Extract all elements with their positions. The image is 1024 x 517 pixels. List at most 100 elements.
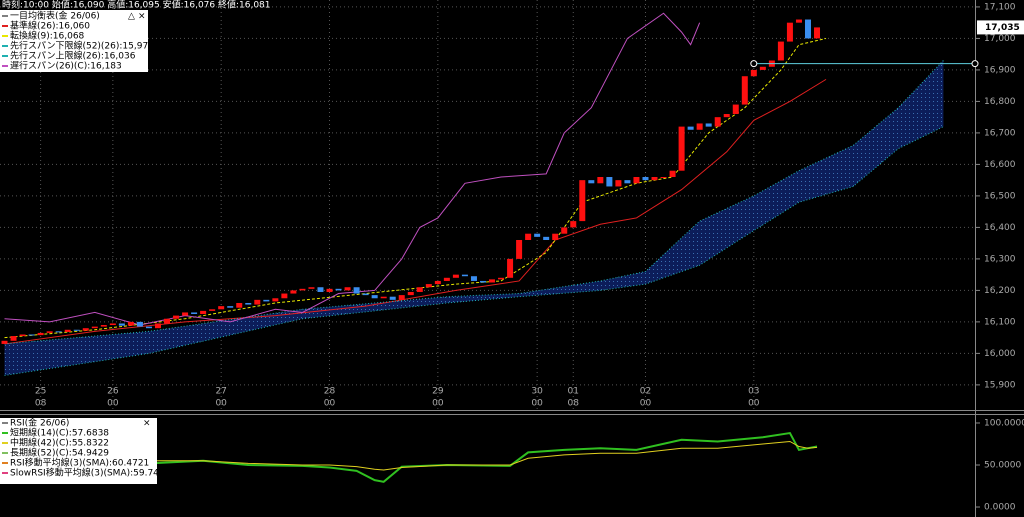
candle — [489, 279, 496, 283]
series-line — [148, 431, 818, 483]
legend-label: 長期線(52)(C):54.9429 — [10, 447, 109, 459]
candle — [344, 287, 351, 291]
candle — [389, 296, 396, 300]
candle — [173, 315, 180, 319]
candle — [579, 180, 586, 222]
candle — [308, 287, 315, 289]
candle — [507, 258, 514, 278]
candle — [46, 331, 53, 333]
collapse-icon[interactable]: △ — [128, 12, 135, 22]
x-tick-label: 30 — [531, 387, 543, 397]
candle — [100, 325, 107, 327]
candle — [281, 293, 288, 299]
candle — [624, 180, 631, 184]
candle — [732, 104, 739, 115]
candle — [272, 298, 279, 302]
x-tick-sublabel: 00 — [531, 399, 543, 409]
candle — [479, 280, 486, 283]
candle — [416, 287, 423, 292]
candle — [461, 274, 468, 277]
candle — [118, 323, 125, 326]
candle — [669, 170, 676, 178]
y-tick-label: 16,900 — [984, 65, 1016, 75]
candle — [588, 180, 595, 184]
legend-label: RSI移動平均線(3)(SMA):60.4721 — [10, 457, 149, 469]
candle — [290, 290, 297, 294]
candle — [263, 299, 270, 302]
candle — [10, 336, 17, 341]
candle — [777, 41, 784, 61]
candle — [299, 288, 306, 291]
candle — [82, 328, 89, 331]
candle — [741, 76, 748, 105]
x-tick-label: 28 — [324, 387, 336, 397]
candle — [804, 19, 811, 39]
y-tick-label: 17,100 — [984, 2, 1016, 12]
legend-title: 一目均衡表(金 26/06) — [10, 10, 100, 22]
candle — [1, 340, 8, 344]
y-tick-label: 16,300 — [984, 254, 1016, 264]
y-tick-label: 16,100 — [984, 317, 1016, 327]
candle — [73, 329, 80, 331]
series-line — [4, 37, 827, 339]
candle — [552, 233, 559, 240]
candle — [696, 123, 703, 130]
candle — [597, 177, 604, 184]
candle — [254, 299, 261, 305]
candle — [28, 334, 35, 336]
y-tick-label: 100.0000 — [984, 418, 1024, 428]
legend-title: RSI(金 26/06) — [10, 417, 69, 429]
cloud — [4, 60, 944, 376]
candle — [209, 309, 216, 311]
candle — [714, 117, 721, 127]
candle — [470, 276, 477, 281]
legend-label: 中期線(42)(C):55.8322 — [10, 437, 109, 449]
legend-label: 短期線(14)(C):57.6838 — [10, 427, 109, 439]
y-tick-label: 16,200 — [984, 286, 1016, 296]
y-tick-label: 17,000 — [984, 34, 1016, 44]
candle — [705, 123, 712, 127]
candle — [525, 233, 532, 240]
candle — [398, 295, 405, 300]
candle — [245, 302, 252, 305]
candle — [353, 287, 360, 294]
candle — [182, 312, 189, 316]
x-tick-label: 25 — [35, 387, 46, 397]
candle — [91, 326, 98, 329]
y-tick-label: 16,700 — [984, 128, 1016, 138]
x-tick-sublabel: 08 — [35, 399, 47, 409]
series-line — [148, 440, 818, 471]
candle — [498, 277, 505, 280]
x-tick-label: 27 — [215, 387, 226, 397]
candle — [326, 288, 333, 292]
candle — [786, 22, 793, 42]
y-tick-label: 16,800 — [984, 97, 1016, 107]
legend-label: 先行スパン下限線(52)(26):15,972 — [10, 40, 154, 52]
candle — [759, 66, 766, 70]
series-line — [4, 126, 944, 376]
x-tick-label: 29 — [432, 387, 444, 397]
y-tick-label: 16,500 — [984, 191, 1016, 201]
candle — [795, 19, 802, 23]
series-line — [4, 60, 944, 345]
candle — [37, 332, 44, 336]
close-icon[interactable]: × — [138, 12, 146, 22]
candle — [642, 177, 649, 181]
candle — [55, 331, 62, 333]
candle — [516, 240, 523, 259]
candle — [543, 236, 550, 240]
y-tick-label: 50.0000 — [984, 461, 1021, 471]
candle — [145, 326, 152, 329]
candle — [452, 274, 459, 278]
x-tick-label: 26 — [107, 387, 119, 397]
candle — [750, 69, 757, 77]
y-tick-label: 16,000 — [984, 349, 1016, 359]
candle — [606, 177, 613, 187]
candle — [227, 306, 234, 308]
x-tick-label: 02 — [640, 387, 651, 397]
y-tick-label: 0.0000 — [984, 503, 1016, 513]
candle — [154, 323, 161, 329]
x-tick-sublabel: 00 — [324, 399, 336, 409]
close-icon[interactable]: × — [143, 419, 151, 429]
